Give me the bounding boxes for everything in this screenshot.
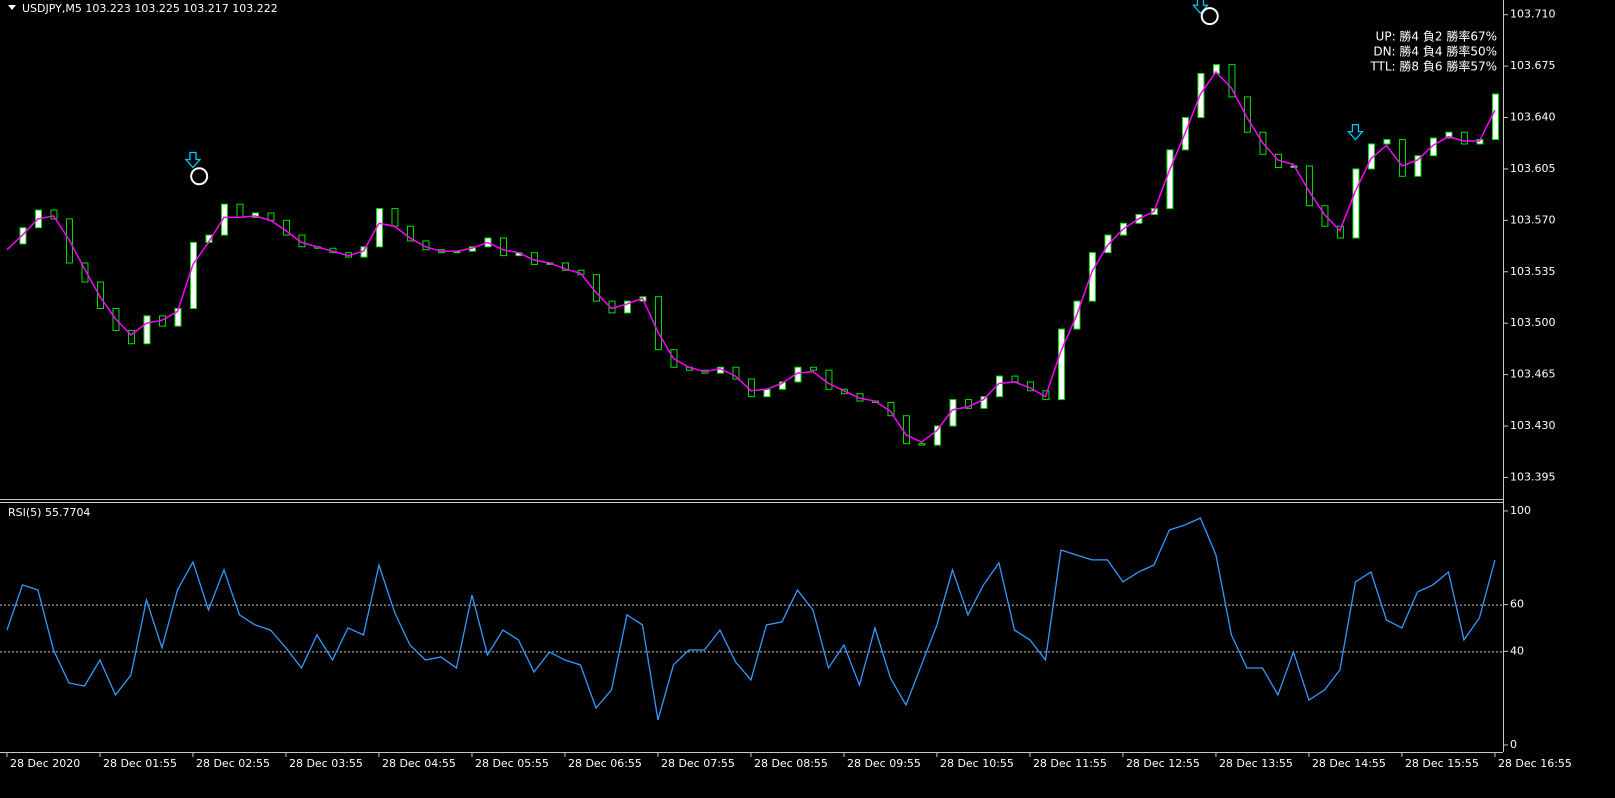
signal-arrow bbox=[1347, 123, 1364, 141]
candle-body bbox=[561, 262, 569, 271]
candle-body bbox=[1336, 225, 1344, 239]
x-tick-label: 28 Dec 06:55 bbox=[568, 757, 642, 770]
signal-circle bbox=[190, 167, 209, 186]
candle-body bbox=[1460, 131, 1468, 145]
y-tick-label: 103.430 bbox=[1510, 419, 1556, 432]
candle-body bbox=[1228, 64, 1236, 98]
candle-body bbox=[1166, 149, 1174, 210]
stats-line: DN: 勝4 負4 勝率50% bbox=[1373, 44, 1497, 59]
signal-circle bbox=[1200, 7, 1219, 26]
y-tick-label: 103.500 bbox=[1510, 316, 1556, 329]
candle-body bbox=[778, 381, 786, 390]
y-tick-label: 103.675 bbox=[1510, 59, 1556, 72]
y-tick-label: 103.640 bbox=[1510, 111, 1556, 124]
candle-body bbox=[81, 262, 89, 283]
candle-body bbox=[406, 225, 414, 242]
candle-body bbox=[995, 375, 1003, 398]
candle-body bbox=[1414, 155, 1422, 177]
candle-body bbox=[654, 296, 662, 351]
candle-body bbox=[732, 366, 740, 380]
candle-body bbox=[763, 388, 771, 398]
x-tick-label: 28 Dec 05:55 bbox=[475, 757, 549, 770]
candle-body bbox=[1305, 165, 1313, 207]
y-tick-label: 103.570 bbox=[1510, 213, 1556, 226]
candle-body bbox=[933, 425, 941, 446]
y-tick-label: 103.465 bbox=[1510, 368, 1556, 381]
candle-body bbox=[19, 227, 27, 245]
x-tick-label: 28 Dec 01:55 bbox=[103, 757, 177, 770]
x-tick-label: 28 Dec 12:55 bbox=[1126, 757, 1200, 770]
x-tick-label: 28 Dec 02:55 bbox=[196, 757, 270, 770]
y-tick-label: 60 bbox=[1510, 598, 1524, 611]
candle-body bbox=[825, 369, 833, 390]
y-tick-label: 103.395 bbox=[1510, 470, 1556, 483]
chart-title: USDJPY,M5 103.223 103.225 103.217 103.22… bbox=[22, 2, 278, 15]
candle-body bbox=[809, 366, 817, 371]
y-tick-label: 103.605 bbox=[1510, 162, 1556, 175]
candle-body bbox=[1383, 139, 1391, 145]
stats-line: TTL: 勝8 負6 勝率57% bbox=[1369, 59, 1497, 74]
candle-body bbox=[1243, 96, 1251, 133]
x-tick-label: 28 Dec 04:55 bbox=[382, 757, 456, 770]
menu-triangle bbox=[8, 5, 16, 10]
y-tick-label: 0 bbox=[1510, 738, 1517, 751]
x-tick-label: 28 Dec 14:55 bbox=[1312, 757, 1386, 770]
candle-body bbox=[251, 212, 259, 218]
x-tick-label: 28 Dec 07:55 bbox=[661, 757, 735, 770]
y-tick-label: 40 bbox=[1510, 644, 1524, 657]
moving-average bbox=[6, 70, 1496, 444]
candle-body bbox=[918, 443, 926, 446]
x-tick-label: 28 Dec 03:55 bbox=[289, 757, 363, 770]
candle-body bbox=[96, 281, 104, 309]
candle-body bbox=[1352, 168, 1360, 239]
candle-body bbox=[143, 315, 151, 345]
signal-arrow bbox=[184, 151, 202, 169]
candle-body bbox=[220, 203, 228, 236]
candle-body bbox=[623, 300, 631, 314]
rsi-line bbox=[6, 517, 1496, 721]
x-tick-label: 28 Dec 13:55 bbox=[1219, 757, 1293, 770]
y-tick-label: 100 bbox=[1510, 504, 1531, 517]
candle-body bbox=[236, 203, 244, 218]
candle-body bbox=[980, 396, 988, 409]
indicator-title: RSI(5) 55.7704 bbox=[8, 506, 90, 519]
x-tick-label: 28 Dec 09:55 bbox=[847, 757, 921, 770]
candle-body bbox=[1197, 72, 1205, 119]
candle-body bbox=[1011, 375, 1019, 383]
x-tick-label: 28 Dec 10:55 bbox=[940, 757, 1014, 770]
candle-body bbox=[592, 274, 600, 302]
candle-body bbox=[1491, 93, 1499, 141]
candle-body bbox=[747, 378, 755, 398]
x-tick-label: 28 Dec 16:55 bbox=[1498, 757, 1572, 770]
candle-body bbox=[50, 209, 58, 220]
candle-body bbox=[1398, 139, 1406, 177]
candle-body bbox=[391, 208, 399, 227]
x-tick-label: 28 Dec 08:55 bbox=[754, 757, 828, 770]
x-tick-label: 28 Dec 2020 bbox=[10, 757, 80, 770]
candle-body bbox=[127, 330, 135, 345]
stats-line: UP: 勝4 負2 勝率67% bbox=[1376, 29, 1497, 44]
candle-body bbox=[887, 402, 895, 417]
candle-body bbox=[902, 415, 910, 445]
candle-body bbox=[964, 399, 972, 409]
candle-body bbox=[499, 237, 507, 257]
candle-body bbox=[282, 219, 290, 236]
x-tick-label: 28 Dec 11:55 bbox=[1033, 757, 1107, 770]
candle-body bbox=[1057, 328, 1065, 401]
x-tick-label: 28 Dec 15:55 bbox=[1405, 757, 1479, 770]
candle-body bbox=[189, 241, 197, 309]
y-tick-label: 103.710 bbox=[1510, 8, 1556, 21]
candle-body bbox=[1445, 131, 1453, 139]
y-tick-label: 103.535 bbox=[1510, 265, 1556, 278]
